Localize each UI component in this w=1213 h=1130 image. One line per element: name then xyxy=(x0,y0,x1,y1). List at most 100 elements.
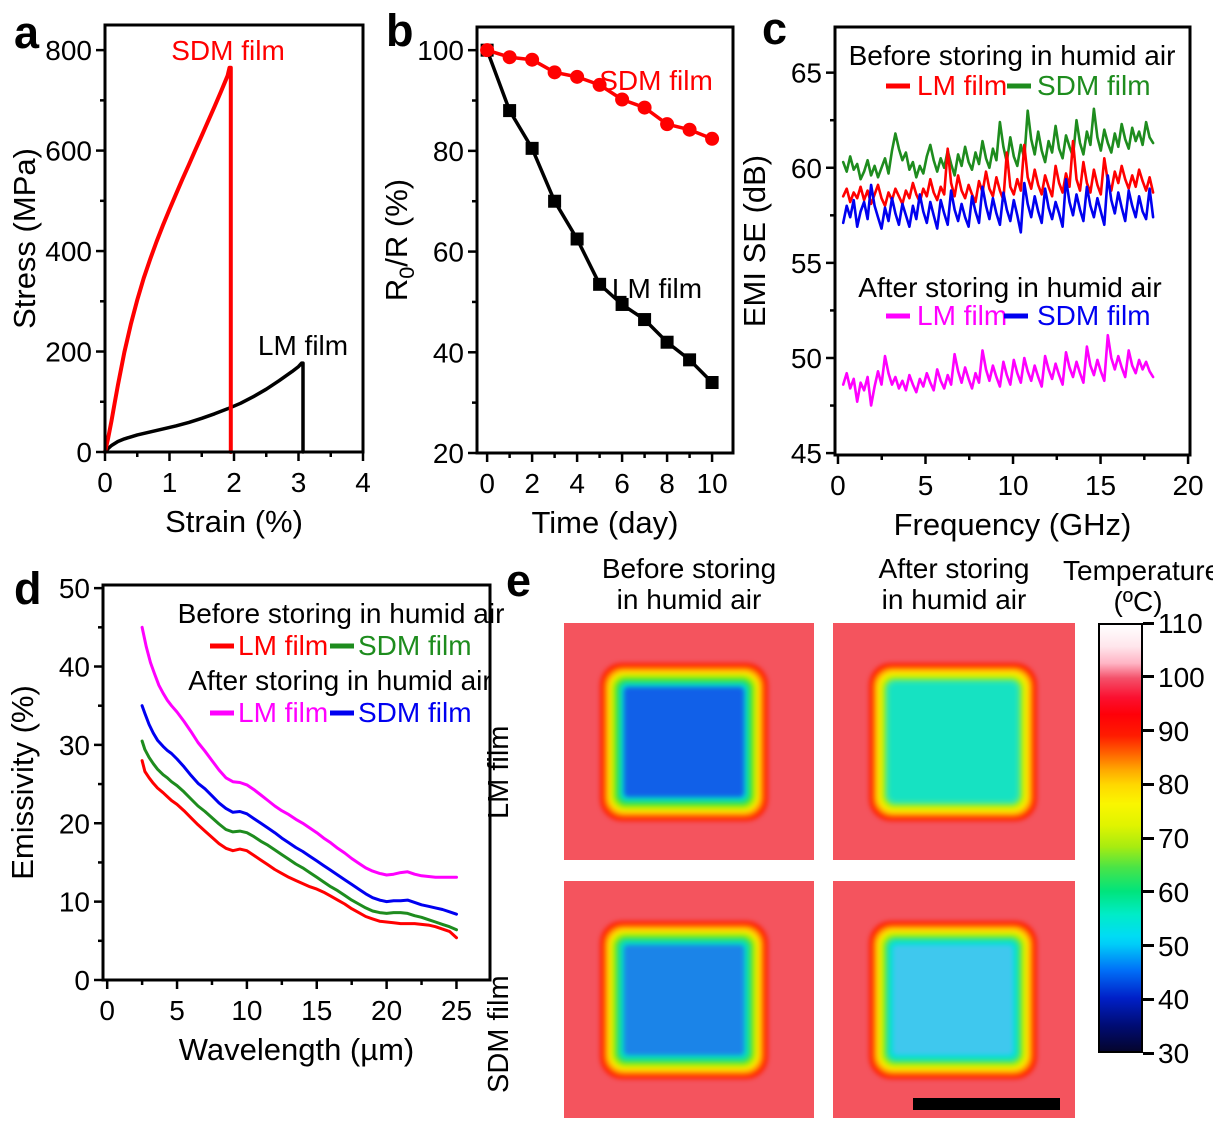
marker-circle xyxy=(592,77,607,92)
x-tick-label: 2 xyxy=(524,468,540,499)
y-tick-label: 45 xyxy=(791,438,822,469)
annotation-lm-film: LM film xyxy=(238,697,328,728)
x-tick-label: 0 xyxy=(479,468,495,499)
colorbar-tick xyxy=(1143,675,1154,679)
colorbar-tick xyxy=(1143,621,1154,625)
marker-square xyxy=(548,194,562,208)
annotation-sdm-film: SDM film xyxy=(599,65,713,96)
thermal-ring xyxy=(616,937,752,1063)
x-tick-label: 20 xyxy=(1172,470,1203,501)
thermal-square-lm-before xyxy=(600,663,768,821)
y-axis-label: EMI SE (dB) xyxy=(737,155,772,327)
panel-label-d: d xyxy=(14,563,42,614)
x-axis-label: Strain (%) xyxy=(165,504,303,539)
thermal-core xyxy=(624,687,744,797)
annotation-lm-film: LM film xyxy=(258,330,348,361)
marker-square xyxy=(525,141,539,155)
marker-square xyxy=(705,376,719,390)
series-lm-film-after xyxy=(841,333,1155,407)
colorbar-tick-label: 50 xyxy=(1158,930,1190,962)
x-tick-label: 20 xyxy=(371,995,402,1026)
thermal-ring xyxy=(604,925,764,1075)
colorbar-tick xyxy=(1143,890,1154,894)
x-tick-label: 25 xyxy=(441,995,472,1026)
colorbar-tick-label: 80 xyxy=(1158,769,1190,801)
thermal-image-sdm-before xyxy=(564,881,814,1118)
y-tick-label: 80 xyxy=(433,136,464,167)
x-tick-label: 15 xyxy=(301,995,332,1026)
panel-label-c: c xyxy=(762,3,788,54)
row-label-sdm-film: SDM film xyxy=(483,975,515,1093)
annotation-sdm-film: SDM film xyxy=(358,697,472,728)
series-sdm-film-after xyxy=(140,704,458,916)
plot-box xyxy=(475,25,735,455)
thermal-image-sdm-after xyxy=(833,881,1075,1118)
thermal-ring xyxy=(869,921,1037,1079)
thermal-ring xyxy=(869,663,1037,821)
thermal-ring xyxy=(877,671,1029,813)
y-tick-label: 200 xyxy=(45,337,92,368)
y-tick-label: 30 xyxy=(59,730,90,761)
series-sdm-film xyxy=(103,65,233,454)
column-header-after: After storing in humid air xyxy=(833,553,1075,615)
column-header-before-line1: Before storing xyxy=(601,553,777,584)
annotation-sdm-film: SDM film xyxy=(171,35,285,66)
column-header-before: Before storing in humid air xyxy=(564,553,814,615)
x-axis-label: Frequency (GHz) xyxy=(894,507,1132,542)
y-tick-label: 800 xyxy=(45,35,92,66)
y-tick-label: 40 xyxy=(59,652,90,683)
thermal-ring xyxy=(877,929,1029,1071)
marker-circle xyxy=(502,50,517,65)
x-tick-label: 0 xyxy=(830,470,846,501)
marker-square xyxy=(570,232,584,246)
colorbar-tick-label: 110 xyxy=(1158,608,1203,639)
annotation-lm-film: LM film xyxy=(238,630,328,661)
marker-square xyxy=(593,277,607,291)
thermal-ring xyxy=(885,679,1021,805)
thermal-ring xyxy=(612,933,756,1067)
colorbar-tick-label: 70 xyxy=(1158,823,1190,854)
scale-bar xyxy=(913,1098,1060,1110)
y-tick-label: 50 xyxy=(59,573,90,604)
y-axis-label: Emissivity (%) xyxy=(5,685,40,880)
x-tick-label: 8 xyxy=(659,468,675,499)
series-sdm-film-before xyxy=(841,107,1155,181)
x-tick-label: 6 xyxy=(614,468,630,499)
thermal-ring xyxy=(881,933,1025,1067)
y-tick-label: 65 xyxy=(791,58,822,89)
y-axis-label: Stress (MPa) xyxy=(7,148,42,329)
annotation-sdm-film: SDM film xyxy=(1037,70,1151,101)
y-tick-label: 0 xyxy=(74,965,90,996)
plot-box xyxy=(101,583,492,982)
column-header-after-line2: in humid air xyxy=(881,584,1027,615)
colorbar-title-unit: (ºC) xyxy=(1113,586,1163,617)
marker-square xyxy=(503,104,517,118)
y-tick-label: 20 xyxy=(433,438,464,469)
thermal-ring xyxy=(600,921,768,1079)
x-tick-label: 10 xyxy=(231,995,262,1026)
marker-circle xyxy=(705,131,720,146)
thermal-core xyxy=(624,945,744,1055)
series-lm-film-after xyxy=(140,625,458,879)
thermal-square-sdm-after xyxy=(869,921,1037,1079)
series-lm-film-before xyxy=(841,139,1155,208)
colorbar-tick xyxy=(1143,997,1154,1001)
marker-circle xyxy=(570,69,585,84)
marker-circle xyxy=(682,122,697,137)
marker-square xyxy=(638,313,652,327)
thermal-ring xyxy=(620,683,748,801)
colorbar-tick xyxy=(1143,729,1154,732)
y-tick-label: 60 xyxy=(433,237,464,268)
x-tick-label: 0 xyxy=(97,467,113,498)
y-tick-label: 10 xyxy=(59,887,90,918)
x-tick-label: 2 xyxy=(226,467,242,498)
annotation-lm-film: LM film xyxy=(917,70,1007,101)
series-lm-film xyxy=(485,48,714,385)
thermal-ring xyxy=(881,675,1025,809)
row-label-lm-film: LM film xyxy=(483,725,515,819)
marker-circle xyxy=(660,117,675,132)
thermal-ring xyxy=(889,941,1017,1059)
chart-emissivity: 0 5 10 15 20 25 0 10 20 30 40 50 Wavelength (µm) Emis… xyxy=(5,573,504,1067)
colorbar-title-line1: Temperature xyxy=(1063,555,1213,586)
marker-square xyxy=(615,297,629,311)
